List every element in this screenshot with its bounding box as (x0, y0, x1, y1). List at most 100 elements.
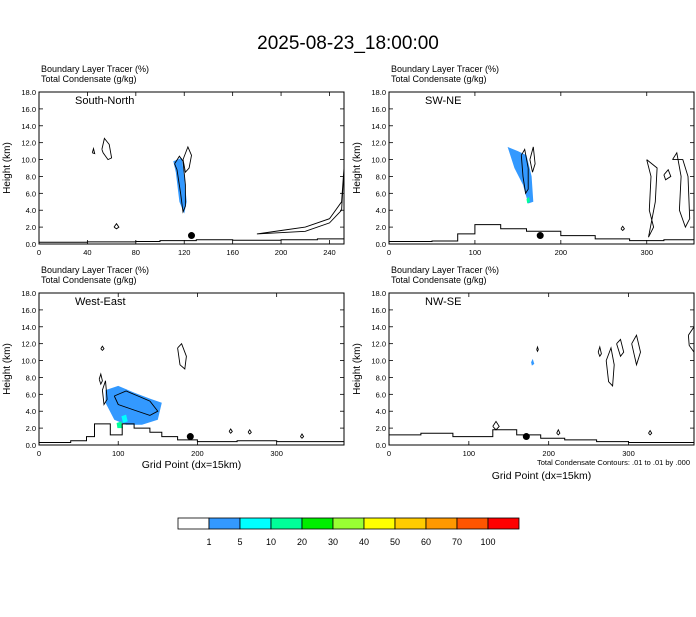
y-tick-label: 12.0 (371, 139, 386, 148)
condensate-contour (174, 155, 186, 214)
tracer-region (116, 421, 123, 429)
y-tick-label: 8.0 (26, 373, 36, 382)
colorbar-swatch (301, 517, 334, 530)
panel-name: NW-SE (425, 296, 461, 308)
colorbar-label: 50 (390, 537, 400, 547)
plot-area (39, 137, 344, 243)
terrain-line (389, 429, 694, 443)
terrain-line (39, 238, 344, 243)
y-tick-label: 12.0 (371, 340, 386, 349)
y-tick-label: 14.0 (21, 323, 36, 332)
plot-area (389, 146, 694, 242)
colorbar-swatch (239, 517, 272, 530)
panel-field-label: Boundary Layer Tracer (%) (391, 265, 499, 275)
panel-field-label: Total Condensate (g/kg) (391, 275, 487, 285)
x-tick-label: 200 (555, 248, 568, 257)
contour-note: Total Condensate Contours: .01 to .01 by… (537, 458, 690, 467)
colorbar-label: 10 (266, 537, 276, 547)
panel-field-label: Boundary Layer Tracer (%) (41, 64, 149, 74)
condensate-contour (687, 325, 694, 353)
condensate-contour (113, 222, 120, 230)
x-tick-label: 0 (387, 248, 391, 257)
y-tick-label: 12.0 (21, 340, 36, 349)
y-tick-label: 10.0 (371, 156, 386, 165)
colorbar-swatch (332, 517, 365, 530)
colorbar-swatch (177, 517, 210, 530)
location-marker (186, 433, 194, 441)
condensate-contour (228, 428, 233, 434)
condensate-contour (256, 167, 344, 235)
x-tick-label: 200 (275, 248, 288, 257)
y-tick-label: 8.0 (376, 373, 386, 382)
colorbar-label: 100 (480, 537, 495, 547)
condensate-contour (101, 137, 113, 161)
x-tick-label: 200 (542, 449, 555, 458)
tracer-region (121, 414, 128, 423)
plot-frame (388, 292, 695, 446)
x-tick-label: 0 (37, 449, 41, 458)
colorbar-label: 70 (452, 537, 462, 547)
condensate-contour (616, 338, 625, 358)
colorbar-swatch (394, 517, 427, 530)
y-tick-label: 4.0 (376, 206, 386, 215)
colorbar-swatch (425, 517, 458, 530)
x-tick-label: 80 (132, 248, 140, 257)
plot-frame (38, 292, 345, 446)
y-tick-label: 6.0 (26, 390, 36, 399)
condensate-contour (663, 168, 672, 181)
y-axis-label: Height (km) (2, 343, 13, 395)
x-tick-label: 100 (469, 248, 482, 257)
panel-nw-se: Boundary Layer Tracer (%)Total Condensat… (352, 265, 695, 482)
colorbar-swatch (456, 517, 489, 530)
terrain-line (39, 423, 344, 443)
y-axis-label: Height (km) (352, 142, 363, 194)
y-tick-label: 6.0 (376, 390, 386, 399)
y-tick-label: 0.0 (376, 441, 386, 450)
figure-title: 2025-08-23_18:00:00 (257, 33, 439, 54)
plot-frame (38, 91, 345, 245)
y-axis-label: Height (km) (352, 343, 363, 395)
panel-field-label: Total Condensate (g/kg) (41, 275, 137, 285)
y-axis-label: Height (km) (2, 142, 13, 194)
panel-field-label: Boundary Layer Tracer (%) (41, 265, 149, 275)
panel-field-label: Boundary Layer Tracer (%) (391, 64, 499, 74)
colorbar: 1 5 10 20 30 40 50 60 70 100 (177, 517, 520, 547)
y-tick-label: 6.0 (376, 189, 386, 198)
panel-west-east: Boundary Layer Tracer (%)Total Condensat… (2, 265, 345, 471)
y-tick-label: 2.0 (26, 223, 36, 232)
x-axis-label: Grid Point (dx=15km) (492, 470, 592, 482)
x-tick-label: 240 (323, 248, 336, 257)
y-tick-label: 10.0 (21, 156, 36, 165)
condensate-contour (247, 428, 252, 435)
tracer-region (531, 358, 535, 366)
x-tick-label: 300 (622, 449, 635, 458)
x-tick-label: 120 (178, 248, 191, 257)
colorbar-label: 1 (206, 537, 211, 547)
colorbar-label: 20 (297, 537, 307, 547)
y-tick-label: 18.0 (371, 88, 386, 97)
y-tick-label: 6.0 (26, 189, 36, 198)
x-tick-label: 40 (83, 248, 91, 257)
x-tick-label: 0 (37, 248, 41, 257)
condensate-contour (529, 146, 536, 173)
condensate-contour (182, 145, 192, 174)
x-tick-label: 200 (191, 449, 204, 458)
tracer-region (173, 157, 187, 214)
condensate-contour (672, 151, 691, 229)
y-tick-label: 16.0 (371, 306, 386, 315)
tracer-region (526, 196, 530, 204)
x-tick-label: 100 (463, 449, 476, 458)
condensate-contour (300, 433, 305, 439)
panel-sw-ne: Boundary Layer Tracer (%)Total Condensat… (352, 64, 695, 257)
terrain-line (389, 224, 694, 242)
plot-frame (388, 91, 695, 245)
y-tick-label: 18.0 (21, 289, 36, 298)
panel-field-label: Total Condensate (g/kg) (41, 74, 137, 84)
y-tick-label: 10.0 (371, 357, 386, 366)
colorbar-label: 40 (359, 537, 369, 547)
y-tick-label: 0.0 (376, 240, 386, 249)
x-tick-label: 300 (270, 449, 283, 458)
panel-name: West-East (75, 296, 126, 308)
y-tick-label: 4.0 (26, 206, 36, 215)
